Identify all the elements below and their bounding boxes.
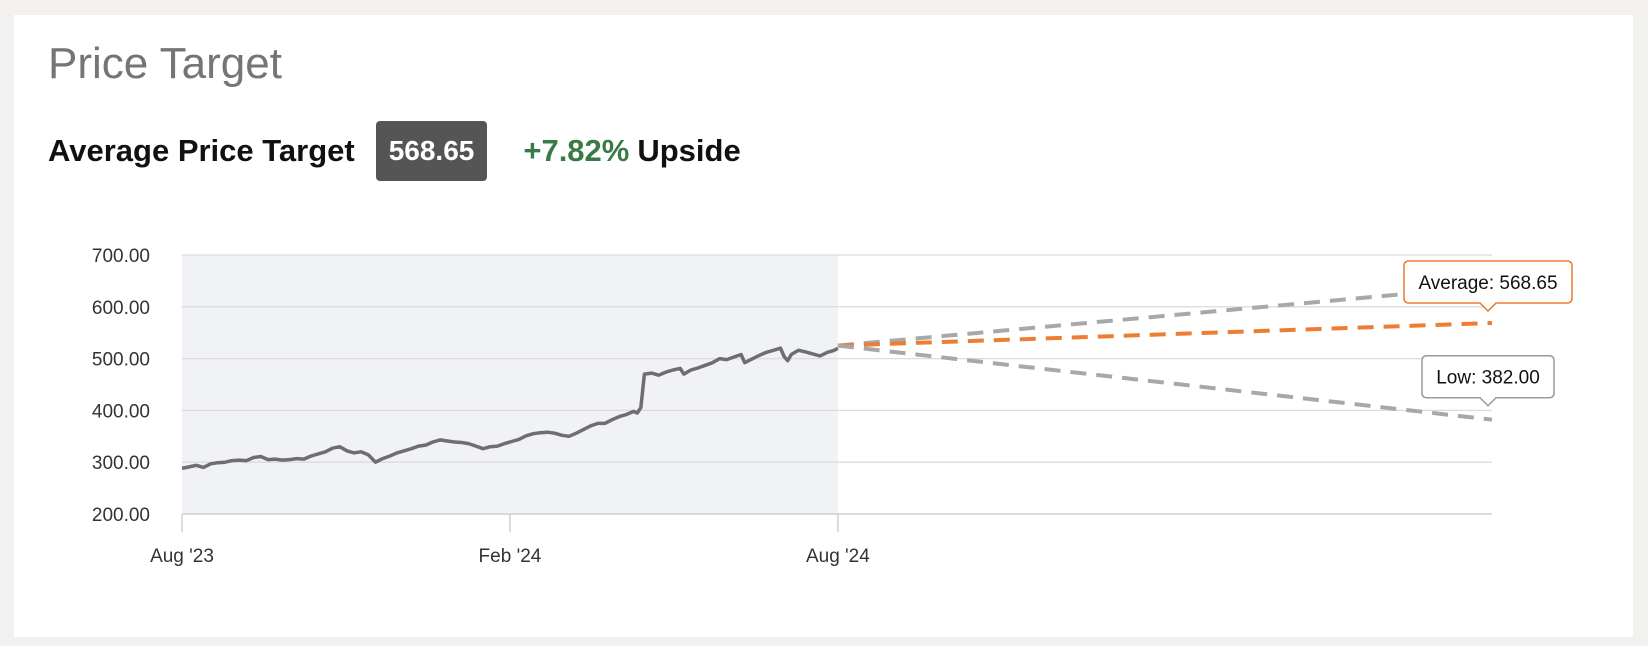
tooltip-label: Low: 382.00 — [1436, 368, 1540, 389]
upside-label: Upside — [637, 133, 741, 168]
x-tick-label: Feb '24 — [479, 546, 542, 567]
y-tick-label: 300.00 — [92, 453, 150, 474]
average-price-target-label: Average Price Target — [48, 133, 355, 168]
history-band — [182, 255, 838, 514]
series-average-line — [837, 321, 1493, 348]
series-low-line — [837, 343, 1493, 422]
page-title: Price Target — [48, 39, 282, 88]
series-high-line — [837, 284, 1493, 348]
upside-percent: +7.82% — [523, 133, 630, 168]
y-tick-label: 500.00 — [92, 350, 150, 371]
x-tick-label: Aug '23 — [150, 546, 214, 567]
tooltip-box — [1421, 354, 1555, 407]
y-tick-label: 400.00 — [92, 401, 150, 422]
tooltip-box — [1403, 260, 1573, 313]
y-tick-label: 700.00 — [92, 246, 150, 267]
y-tick-label: 600.00 — [92, 298, 150, 319]
average-price-target-badge: 568.65 — [375, 121, 488, 181]
price-history-line — [181, 346, 839, 471]
y-tick-label: 200.00 — [92, 505, 150, 526]
tooltip-label: Average: 568.65 — [1418, 273, 1557, 294]
x-tick-label: Aug '24 — [806, 546, 870, 567]
price-target-summary: Average Price Target 568.65 +7.82% Upsid… — [48, 121, 741, 181]
